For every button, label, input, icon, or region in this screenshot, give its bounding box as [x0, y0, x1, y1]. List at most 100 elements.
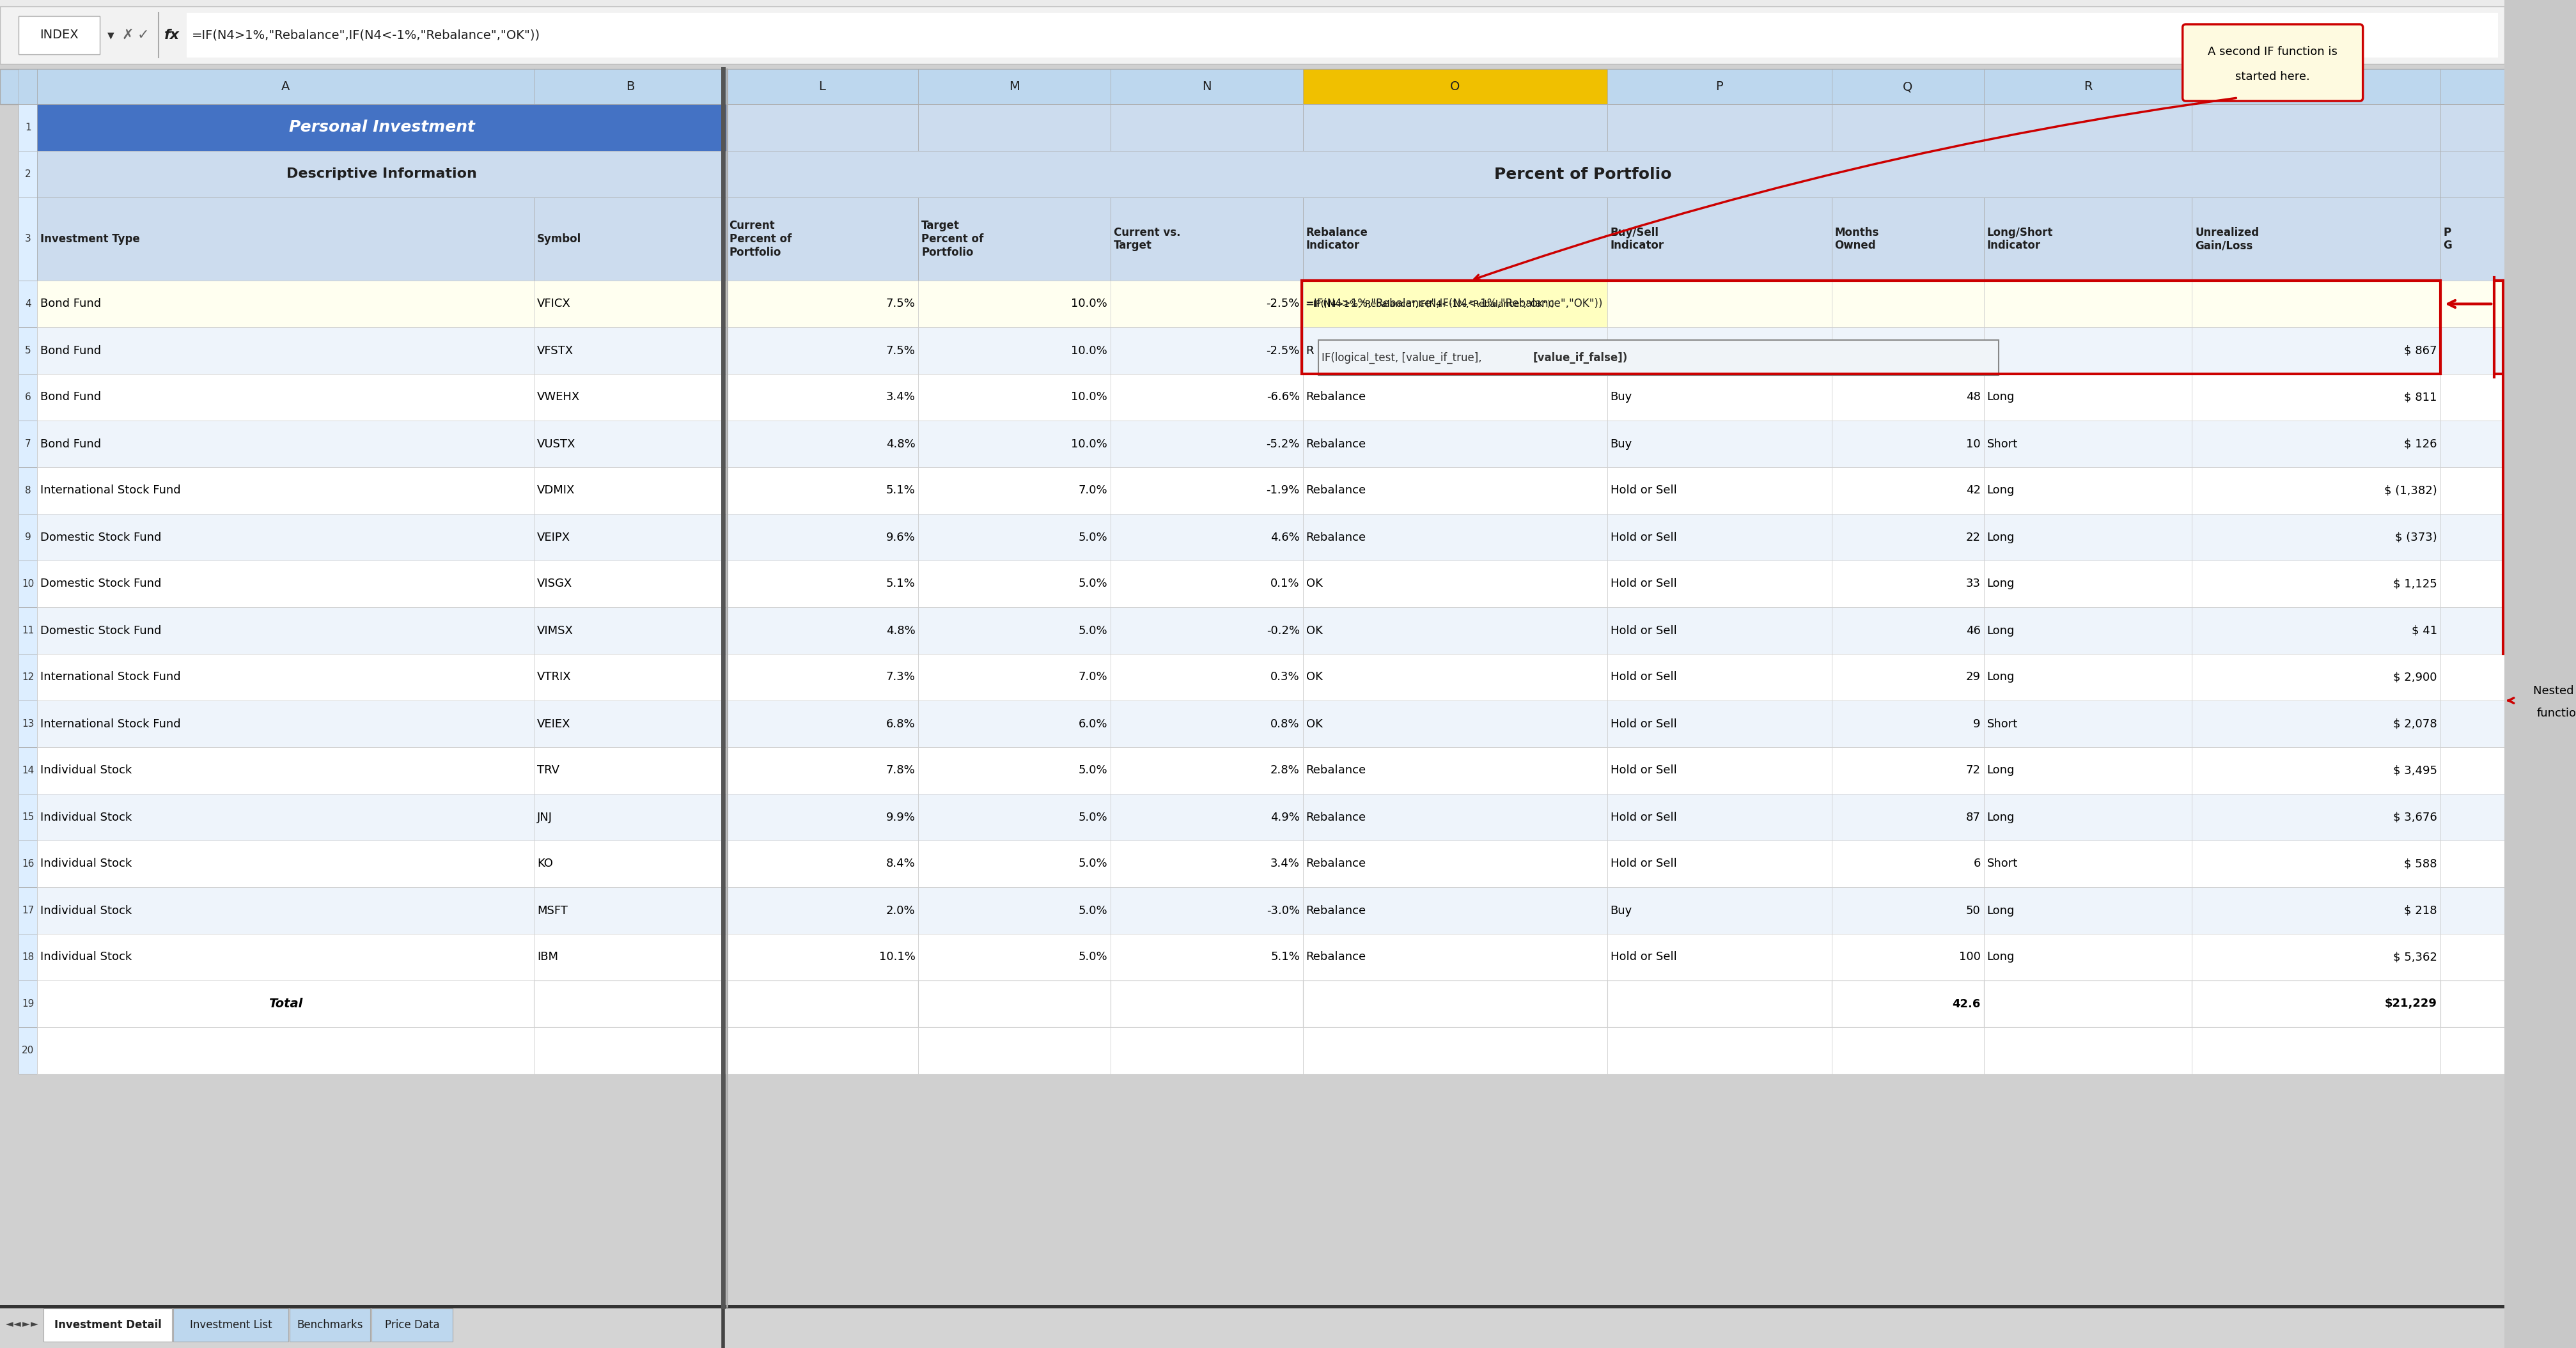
Bar — [726, 104, 920, 151]
Bar — [1984, 328, 2192, 373]
Bar — [1984, 561, 2192, 607]
Text: 5.1%: 5.1% — [1270, 952, 1301, 962]
Bar — [0, 1305, 2504, 1309]
Bar — [2439, 328, 2504, 373]
Bar — [726, 69, 920, 104]
Text: 22: 22 — [1965, 531, 1981, 543]
Bar — [1303, 373, 1607, 421]
Bar — [1607, 373, 1832, 421]
Text: P: P — [1716, 81, 1723, 93]
Bar — [726, 561, 920, 607]
Text: Long: Long — [1986, 764, 2014, 776]
Bar — [533, 654, 726, 701]
Text: ✗: ✗ — [121, 28, 134, 42]
Text: Rebalance: Rebalance — [1306, 391, 1365, 403]
Text: 4.8%: 4.8% — [886, 438, 914, 450]
Text: Individual Stock: Individual Stock — [41, 905, 131, 917]
Text: $ 2,900: $ 2,900 — [2393, 671, 2437, 683]
Text: 7.0%: 7.0% — [1079, 671, 1108, 683]
Text: -0.2%: -0.2% — [1267, 624, 1301, 636]
Bar — [1984, 980, 2192, 1027]
Text: IF(logical_test, [value_if_true],: IF(logical_test, [value_if_true], — [1321, 352, 1486, 364]
Bar — [1984, 421, 2192, 468]
Bar — [2439, 280, 2504, 328]
Text: -2.5%: -2.5% — [1267, 345, 1301, 356]
Bar — [1607, 1027, 1832, 1074]
Text: KO: KO — [536, 859, 554, 869]
Text: Hold or Sell: Hold or Sell — [1610, 624, 1677, 636]
Bar — [1303, 794, 1607, 841]
Text: 19: 19 — [21, 999, 33, 1008]
Bar — [1984, 514, 2192, 561]
Text: Domestic Stock Fund: Domestic Stock Fund — [41, 578, 162, 589]
Text: A: A — [281, 81, 291, 93]
Bar — [1984, 607, 2192, 654]
Text: 17: 17 — [21, 906, 33, 915]
Bar — [371, 1309, 453, 1341]
Text: 5.0%: 5.0% — [1079, 578, 1108, 589]
Text: Long: Long — [1986, 391, 2014, 403]
Bar — [2192, 980, 2439, 1027]
Text: N: N — [1203, 81, 1211, 93]
Bar — [1301, 280, 2439, 373]
Text: 4: 4 — [26, 299, 31, 309]
Bar — [2192, 607, 2439, 654]
Text: $ 3,495: $ 3,495 — [2393, 764, 2437, 776]
Bar — [726, 421, 920, 468]
Text: Rebalance: Rebalance — [1306, 438, 1365, 450]
Bar — [1832, 514, 1984, 561]
Text: S: S — [2313, 81, 2321, 93]
Text: 46: 46 — [1965, 624, 1981, 636]
Bar — [1110, 373, 1303, 421]
Bar — [18, 328, 36, 373]
Bar — [1607, 654, 1832, 701]
Bar — [2439, 747, 2504, 794]
Text: International Stock Fund: International Stock Fund — [41, 485, 180, 496]
Text: Long: Long — [1986, 624, 2014, 636]
Text: ▼: ▼ — [108, 31, 113, 39]
Text: fx: fx — [165, 28, 180, 42]
Text: Current vs.
Target: Current vs. Target — [1113, 226, 1180, 252]
Text: 9.6%: 9.6% — [886, 531, 914, 543]
Bar — [36, 747, 533, 794]
Bar — [1110, 514, 1303, 561]
Bar — [18, 16, 100, 54]
Text: Rebalance: Rebalance — [1306, 811, 1365, 822]
Bar — [36, 151, 726, 198]
Text: Rebalance: Rebalance — [1306, 531, 1365, 543]
Bar — [2439, 841, 2504, 887]
Text: Individual Stock: Individual Stock — [41, 811, 131, 822]
Bar — [533, 280, 726, 328]
Bar — [1303, 468, 1607, 514]
Bar — [1319, 340, 1999, 375]
Bar — [2192, 468, 2439, 514]
Bar — [2439, 69, 2504, 104]
Text: Benchmarks: Benchmarks — [296, 1320, 363, 1330]
Bar — [1607, 841, 1832, 887]
Text: Domestic Stock Fund: Domestic Stock Fund — [41, 531, 162, 543]
Bar — [18, 607, 36, 654]
Bar — [36, 841, 533, 887]
Text: 7.5%: 7.5% — [886, 298, 914, 310]
Bar — [185, 12, 2499, 58]
Text: 6.8%: 6.8% — [886, 718, 914, 729]
Text: $ 5,362: $ 5,362 — [2393, 952, 2437, 962]
Text: VUSTX: VUSTX — [536, 438, 574, 450]
Text: 42: 42 — [1965, 485, 1981, 496]
Text: ►: ► — [31, 1320, 39, 1329]
Bar — [2192, 701, 2439, 747]
Bar — [726, 514, 920, 561]
Text: MSFT: MSFT — [536, 905, 567, 917]
Bar — [2192, 328, 2439, 373]
Bar — [1110, 421, 1303, 468]
Text: Descriptive Information: Descriptive Information — [286, 167, 477, 181]
Bar — [533, 747, 726, 794]
Bar — [1832, 841, 1984, 887]
Text: 2.0%: 2.0% — [886, 905, 914, 917]
Bar — [1303, 280, 1607, 328]
Text: 10: 10 — [1965, 438, 1981, 450]
Text: 20: 20 — [21, 1046, 33, 1055]
Bar — [533, 198, 726, 280]
Bar — [1607, 514, 1832, 561]
Bar — [18, 561, 36, 607]
